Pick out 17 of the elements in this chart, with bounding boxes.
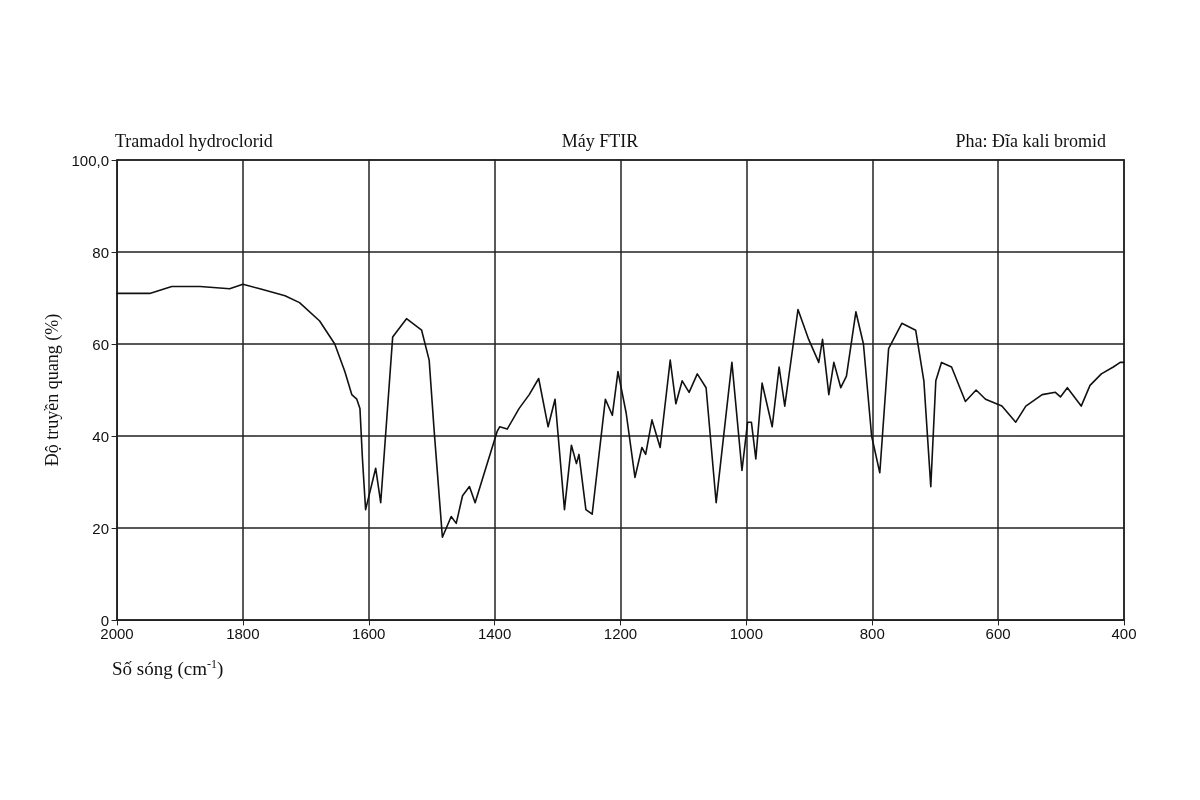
y-tick-label: 20: [92, 519, 109, 537]
chart-subtitle: Máy FTIR: [561, 131, 639, 151]
y-tick-label: 60: [92, 335, 109, 353]
x-tick-label: 800: [859, 625, 885, 642]
x-tick-label: 400: [1111, 625, 1137, 642]
y-tick-label: 80: [92, 243, 109, 261]
text: Pha: Đĩa kali bromid: [955, 131, 1107, 151]
x-tick-label: 1800: [226, 625, 260, 642]
x-tick-label: 600: [985, 625, 1011, 642]
x-tick-label: 1200: [603, 625, 638, 642]
x-tick-label: 1600: [352, 625, 386, 642]
x-tick-label: 1000: [729, 625, 764, 642]
y-axis-title: Độ truyền quang (%): [41, 313, 63, 467]
y-tick-label: 100,0: [71, 151, 109, 169]
x-tick-label: 1400: [477, 625, 512, 642]
chart-title: Tramadol hydroclorid: [115, 131, 273, 151]
y-tick-label: 40: [92, 427, 109, 445]
